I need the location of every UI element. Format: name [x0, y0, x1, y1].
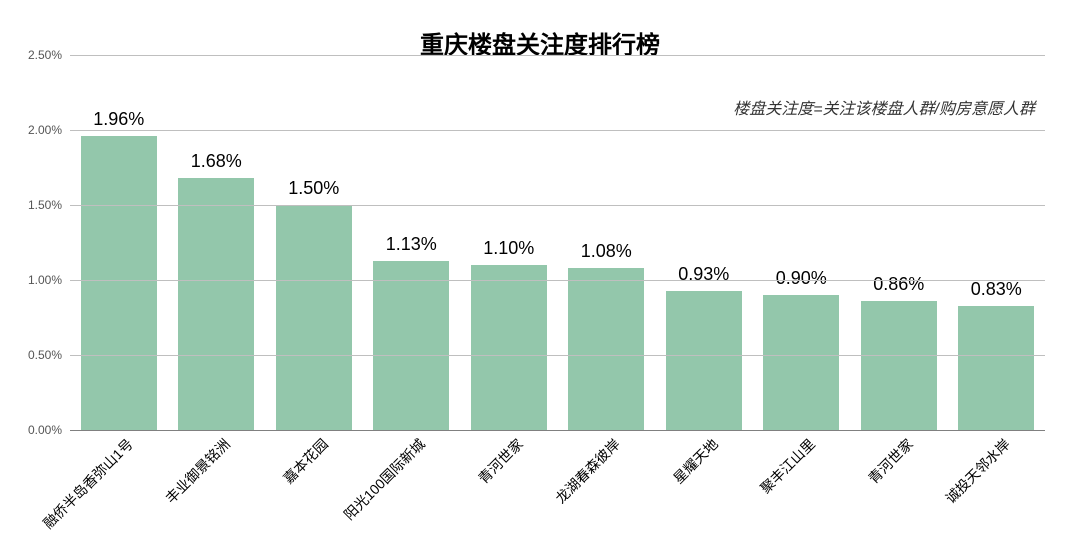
bar-value-label: 0.90% — [776, 268, 827, 289]
y-axis-label: 1.00% — [28, 273, 62, 287]
x-axis-label: 阳光100国际新城 — [340, 434, 430, 524]
bar-slot: 0.83%诚投天邻水岸 — [948, 55, 1046, 430]
gridline — [70, 430, 1045, 431]
x-axis-label: 嘉本花园 — [278, 434, 332, 488]
x-axis-label: 青河世家 — [863, 434, 917, 488]
x-axis-label: 聚丰江山里 — [756, 434, 820, 498]
bar-slot: 0.93%星耀天地 — [655, 55, 753, 430]
bar: 1.13% — [373, 261, 449, 431]
bar-slot: 0.86%青河世家 — [850, 55, 948, 430]
bar-value-label: 1.13% — [386, 234, 437, 255]
bar: 1.68% — [178, 178, 254, 430]
bar-slot: 1.10%青河世家 — [460, 55, 558, 430]
y-axis-label: 2.50% — [28, 48, 62, 62]
bar: 0.86% — [861, 301, 937, 430]
bar: 1.08% — [568, 268, 644, 430]
bar: 0.93% — [666, 291, 742, 431]
bars-wrapper: 1.96%融侨半岛香弥山1号1.68%丰业御景铭洲1.50%嘉本花园1.13%阳… — [70, 55, 1045, 430]
chart-container: 重庆楼盘关注度排行榜 楼盘关注度=关注该楼盘人群/购房意愿人群 1.96%融侨半… — [0, 0, 1080, 545]
y-axis-label: 0.50% — [28, 348, 62, 362]
bar-slot: 1.08%龙湖春森彼岸 — [558, 55, 656, 430]
bar-value-label: 0.83% — [971, 279, 1022, 300]
bar-value-label: 1.10% — [483, 238, 534, 259]
x-axis-label: 青河世家 — [473, 434, 527, 488]
plot-area: 1.96%融侨半岛香弥山1号1.68%丰业御景铭洲1.50%嘉本花园1.13%阳… — [70, 55, 1045, 430]
bar-slot: 1.96%融侨半岛香弥山1号 — [70, 55, 168, 430]
x-axis-label: 融侨半岛香弥山1号 — [38, 434, 137, 533]
y-axis-label: 0.00% — [28, 423, 62, 437]
gridline — [70, 205, 1045, 206]
bar-value-label: 1.50% — [288, 178, 339, 199]
x-axis-label: 诚投天邻水岸 — [941, 434, 1015, 508]
y-axis-label: 1.50% — [28, 198, 62, 212]
bar: 0.90% — [763, 295, 839, 430]
bar-value-label: 0.93% — [678, 264, 729, 285]
bar: 1.96% — [81, 136, 157, 430]
x-axis-label: 丰业御景铭洲 — [161, 434, 235, 508]
gridline — [70, 130, 1045, 131]
gridline — [70, 280, 1045, 281]
bar: 1.10% — [471, 265, 547, 430]
bar-slot: 1.68%丰业御景铭洲 — [168, 55, 266, 430]
bar-slot: 1.13%阳光100国际新城 — [363, 55, 461, 430]
x-axis-label: 龙湖春森彼岸 — [551, 434, 625, 508]
bar-slot: 1.50%嘉本花园 — [265, 55, 363, 430]
bar-value-label: 1.68% — [191, 151, 242, 172]
x-axis-label: 星耀天地 — [668, 434, 722, 488]
bar-value-label: 1.96% — [93, 109, 144, 130]
bar: 1.50% — [276, 205, 352, 430]
bar-value-label: 1.08% — [581, 241, 632, 262]
y-axis-label: 2.00% — [28, 123, 62, 137]
gridline — [70, 55, 1045, 56]
bar-value-label: 0.86% — [873, 274, 924, 295]
bar: 0.83% — [958, 306, 1034, 431]
gridline — [70, 355, 1045, 356]
bar-slot: 0.90%聚丰江山里 — [753, 55, 851, 430]
